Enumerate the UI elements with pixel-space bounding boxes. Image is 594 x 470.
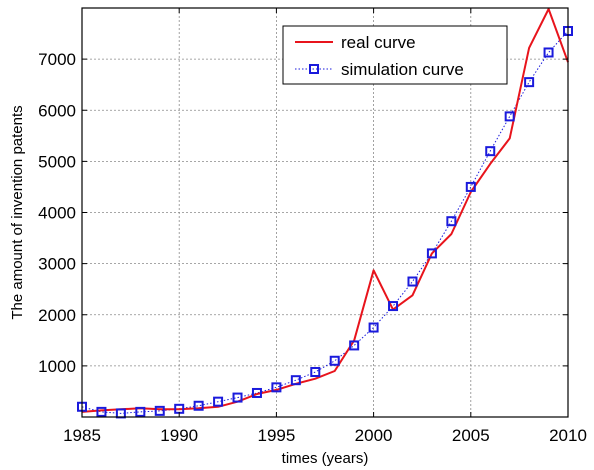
simulation-curve-point (193, 400, 204, 411)
simulation-curve-point (329, 355, 340, 366)
legend-label-real-curve: real curve (341, 33, 416, 52)
legend: real curve simulation curve (282, 25, 508, 85)
series-layer (77, 8, 573, 419)
legend-label-simulation-curve: simulation curve (341, 60, 464, 79)
simulation-curve-point (543, 47, 554, 58)
y-tick-label: 7000 (38, 50, 76, 69)
x-tick-label: 1990 (160, 426, 198, 445)
x-tick-labels: 1985 1990 1995 2000 2005 2010 (63, 426, 587, 445)
y-tick-label: 6000 (38, 101, 76, 120)
simulation-curve-point (232, 392, 243, 403)
simulation-curve-point (290, 375, 301, 386)
simulation-curve-point (485, 146, 496, 157)
x-axis-label: times (years) (282, 450, 369, 467)
axis-ticks (81, 8, 569, 417)
legend-box (282, 25, 508, 85)
y-axis-label: The amount of invention patents (9, 105, 26, 319)
legend-marker-simulation-curve (309, 64, 319, 74)
simulation-curve-point (446, 216, 457, 227)
y-tick-label: 1000 (38, 357, 76, 376)
y-tick-label: 2000 (38, 306, 76, 325)
simulation-curve-point (96, 406, 107, 417)
simulation-curve-point (388, 301, 399, 312)
simulation-curve-point (524, 77, 535, 88)
simulation-curve-point (154, 405, 165, 416)
simulation-curve-point (271, 382, 282, 393)
simulation-curve-point (135, 406, 146, 417)
x-tick-label: 1995 (257, 426, 295, 445)
simulation-curve-point (407, 276, 418, 287)
simulation-curve-point (504, 111, 515, 122)
simulation-curve-point (251, 387, 262, 398)
simulation-curve-point (426, 248, 437, 259)
y-tick-label: 3000 (38, 255, 76, 274)
simulation-curve-point (310, 367, 321, 378)
y-tick-labels: 1000 2000 3000 4000 5000 6000 7000 (38, 50, 76, 376)
x-tick-label: 2010 (549, 426, 587, 445)
y-tick-label: 4000 (38, 204, 76, 223)
simulation-curve-point (349, 340, 360, 351)
simulation-curve-point (465, 181, 476, 192)
simulation-curve-point (213, 396, 224, 407)
x-tick-label: 1985 (63, 426, 101, 445)
y-tick-label: 5000 (38, 152, 76, 171)
simulation-curve-point (368, 322, 379, 333)
x-tick-label: 2005 (452, 426, 490, 445)
x-tick-label: 2000 (355, 426, 393, 445)
